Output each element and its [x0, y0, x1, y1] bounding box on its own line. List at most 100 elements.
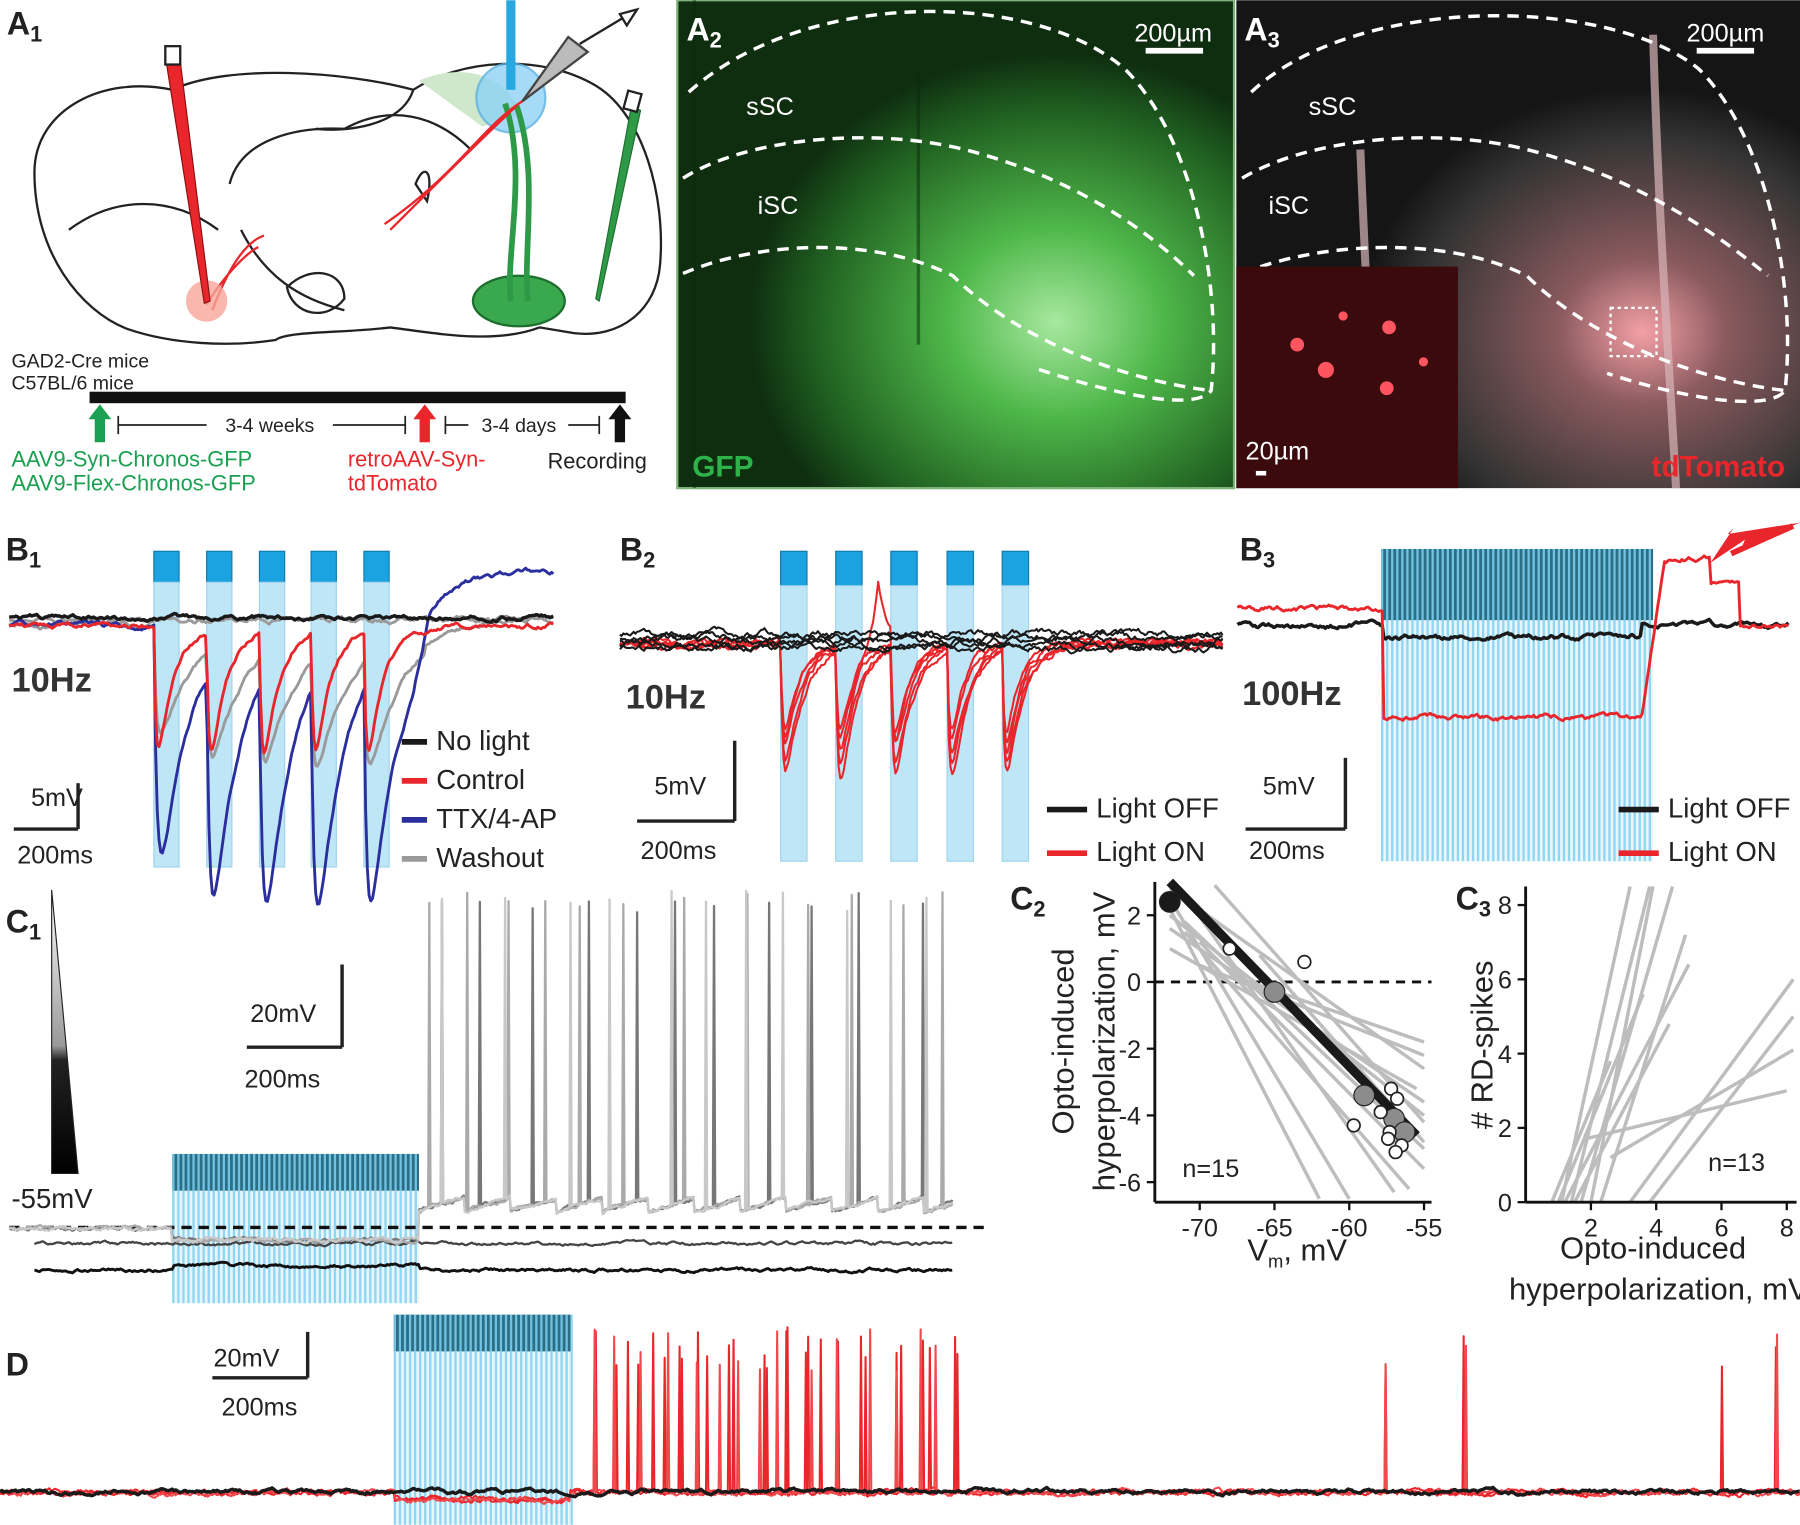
panel-letter: D [6, 1347, 29, 1383]
data-line [1168, 897, 1351, 1200]
light-stripe [1623, 548, 1626, 862]
data-line [1563, 963, 1691, 1203]
y-tick-label: 0 [1127, 969, 1141, 997]
panel-label: C2 [1010, 880, 1045, 921]
label: AAV9-Flex-Chronos-GFP [11, 470, 255, 495]
light-stripe [499, 1314, 503, 1525]
light-stripe [520, 1314, 523, 1525]
panel-number: 2 [1033, 896, 1045, 921]
label: 5mV [1263, 773, 1315, 801]
label: sSC [1309, 93, 1357, 121]
label: 10Hz [626, 679, 706, 717]
shape [687, 9, 1216, 402]
light-stripe [1446, 548, 1449, 862]
panel-label: A3 [1244, 11, 1279, 52]
light-pulse [310, 550, 337, 583]
light-stripe [449, 1314, 452, 1525]
shape [471, 274, 566, 328]
light-stripe [565, 1314, 568, 1525]
light-stripe [398, 1314, 402, 1525]
data-line [1168, 907, 1321, 1200]
light-pulse [1001, 550, 1030, 587]
light-stripe [509, 1314, 513, 1525]
trace [619, 580, 1224, 754]
data-point [1380, 1131, 1396, 1146]
light-stripe [1583, 548, 1586, 862]
light-stripe [1537, 548, 1540, 862]
gfp-image [676, 0, 1236, 490]
shape [1382, 320, 1396, 335]
light-stripe [1380, 548, 1384, 862]
light-stripe [1451, 548, 1455, 862]
panel-letter: B [620, 531, 643, 567]
label: 10Hz [11, 661, 91, 699]
light-stripe [1502, 548, 1505, 862]
legend-label: Washout [436, 842, 544, 873]
light-stripe [399, 1153, 402, 1304]
light-stripe [1547, 548, 1550, 862]
light-stripe [283, 1153, 286, 1304]
shape [1338, 311, 1348, 321]
panel-number: 1 [29, 919, 41, 944]
light-window [206, 581, 233, 868]
x-tick-label: -55 [1406, 1215, 1443, 1243]
light-stripe [474, 1314, 477, 1525]
data-point [1222, 941, 1237, 956]
trace [8, 621, 554, 755]
shape [1236, 266, 1458, 489]
label: 20mV [214, 1344, 280, 1372]
panel-number: 3 [1268, 27, 1280, 52]
light-window [310, 581, 337, 868]
light-stripe [530, 1314, 533, 1525]
label: iSC [1268, 192, 1309, 220]
y-axis-title: Opto-induced [1045, 948, 1080, 1134]
light-stripe [1567, 548, 1571, 862]
shape [676, 0, 1236, 490]
light-train-top [1380, 548, 1654, 621]
legend-label: Light ON [1668, 836, 1777, 867]
light-stripe [1633, 548, 1636, 862]
panel-label: B3 [1240, 531, 1275, 572]
trace [33, 1238, 953, 1248]
light-stripe [484, 1314, 487, 1525]
annotation-arrow [1710, 522, 1800, 563]
light-stripe [1618, 548, 1621, 862]
shape [1609, 306, 1658, 358]
light-stripe [1487, 548, 1490, 862]
data-point [1353, 1084, 1376, 1107]
x-title-main: V [1247, 1233, 1268, 1268]
shape [1241, 136, 1769, 278]
label: C57BL/6 mice [11, 372, 133, 394]
light-stripe [1507, 548, 1510, 862]
x-tick-label: -70 [1181, 1215, 1218, 1243]
light-stripe [555, 1314, 558, 1525]
y-tick-label: 2 [1127, 902, 1141, 930]
y-tick-label: 4 [1498, 1041, 1512, 1069]
light-pulse [946, 550, 975, 587]
label: 200ms [222, 1394, 298, 1422]
shape [682, 136, 1196, 277]
light-stripe [1613, 548, 1616, 862]
label: 200ms [641, 837, 717, 865]
annotation: n=13 [1708, 1149, 1765, 1177]
light-stripe [1436, 548, 1439, 862]
light-stripe [313, 1153, 316, 1304]
light-stripe [364, 1153, 367, 1304]
trace [619, 637, 1224, 744]
panel-number: 3 [1479, 896, 1491, 921]
light-stripe [263, 1153, 266, 1304]
light-pulse [258, 550, 286, 583]
trace [619, 629, 1224, 644]
panel-number: 3 [1263, 547, 1275, 572]
x-axis-title: Vm, mV [1247, 1233, 1347, 1272]
panel-letter: B [1240, 531, 1263, 567]
light-stripe [1517, 548, 1520, 862]
x-tick-label: 6 [1714, 1215, 1728, 1243]
annotation-arrow [1729, 523, 1795, 557]
panel-letter: B [6, 531, 29, 567]
light-stripe [1421, 548, 1424, 862]
shape [383, 100, 523, 231]
shape [68, 202, 219, 231]
light-stripe [1648, 548, 1651, 862]
shape [285, 271, 346, 315]
